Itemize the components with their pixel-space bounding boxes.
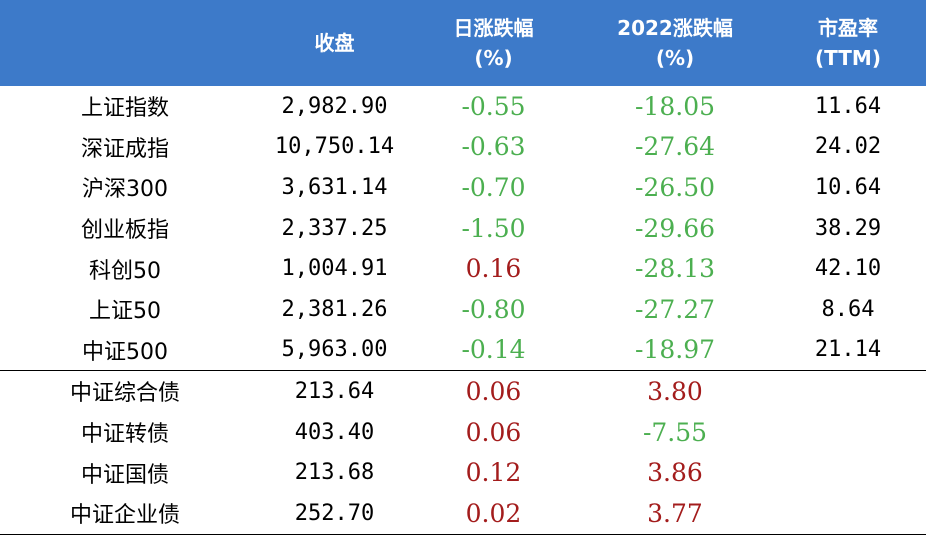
ytd-change-value: -27.27 <box>634 294 716 324</box>
header-daily-change-unit: (%) <box>474 46 513 70</box>
ytd-change-value: -18.05 <box>634 91 716 121</box>
header-pe: 市盈率 (TTM) <box>770 0 926 86</box>
close-value: 2,381.26 <box>281 296 388 322</box>
ytd-change-value: -28.13 <box>634 254 716 284</box>
pe-value: 38.29 <box>814 215 882 241</box>
index-name: 中证转债 <box>80 422 169 448</box>
table-row: 中证国债 213.68 0.12 3.86 <box>0 452 926 493</box>
ytd-change-value: -27.64 <box>634 132 716 162</box>
close-value: 403.40 <box>294 419 375 445</box>
header-pe-unit: (TTM) <box>815 46 881 70</box>
index-name: 中证500 <box>0 329 262 372</box>
close-value: 3,631.14 <box>281 174 388 200</box>
header-name <box>0 0 262 86</box>
close-value: 252.70 <box>262 492 407 535</box>
close-value: 5,963.00 <box>262 329 407 372</box>
pe-value <box>770 412 926 453</box>
index-name: 科创50 <box>89 258 161 284</box>
close-value: 2,337.25 <box>281 215 388 241</box>
daily-change-value: 0.06 <box>465 376 522 406</box>
table-header: 收盘 日涨跌幅 (%) 2022涨跌幅 (%) 市盈率 (TTM) <box>0 0 926 86</box>
header-close: 收盘 <box>262 0 407 86</box>
table-row: 上证指数 2,982.90 -0.55 -18.05 11.64 <box>0 86 926 127</box>
daily-change-value: -0.80 <box>461 294 526 324</box>
daily-change-value: -0.70 <box>461 172 526 202</box>
table-row: 科创50 1,004.91 0.16 -28.13 42.10 <box>0 248 926 289</box>
index-name: 创业板指 <box>80 218 169 244</box>
index-name: 中证国债 <box>80 462 169 488</box>
daily-change-value: -0.63 <box>461 132 526 162</box>
table-row: 中证综合债 213.64 0.06 3.80 <box>0 371 926 412</box>
ytd-change-value: 3.86 <box>647 458 703 488</box>
pe-value: 21.14 <box>770 329 926 372</box>
header-pe-label: 市盈率 <box>818 16 878 40</box>
header-ytd-change-unit: (%) <box>655 46 695 70</box>
table-row: 沪深300 3,631.14 -0.70 -26.50 10.64 <box>0 167 926 208</box>
daily-change-value: 0.12 <box>465 458 522 488</box>
index-name: 中证企业债 <box>0 492 262 535</box>
daily-change-value: 0.16 <box>465 254 522 284</box>
ytd-change-value: -7.55 <box>642 417 708 447</box>
header-ytd-change: 2022涨跌幅 (%) <box>580 0 770 86</box>
index-name: 上证50 <box>89 299 161 325</box>
pe-value: 10.64 <box>814 174 882 200</box>
close-value: 213.68 <box>294 460 375 486</box>
pe-value <box>770 452 926 493</box>
index-name: 中证综合债 <box>69 381 180 407</box>
table-row: 深证成指 10,750.14 -0.63 -27.64 24.02 <box>0 127 926 168</box>
pe-value: 11.64 <box>814 93 882 119</box>
index-name: 沪深300 <box>82 177 168 203</box>
pe-value: 8.64 <box>821 296 875 322</box>
header-daily-change: 日涨跌幅 (%) <box>407 0 580 86</box>
close-value: 2,982.90 <box>281 93 388 119</box>
table-body: 上证指数 2,982.90 -0.55 -18.05 11.64 深证成指 10,750.1… <box>0 86 926 535</box>
index-name: 深证成指 <box>80 136 169 162</box>
header-ytd-change-label: 2022涨跌幅 <box>617 16 733 40</box>
daily-change-value: -1.50 <box>461 213 526 243</box>
close-value: 1,004.91 <box>281 256 388 282</box>
daily-change-value: 0.02 <box>407 492 580 535</box>
table-row: 中证企业债 252.70 0.02 3.77 <box>0 492 926 535</box>
header-daily-change-label: 日涨跌幅 <box>453 16 534 40</box>
ytd-change-value: 3.77 <box>580 492 770 535</box>
pe-value <box>770 371 926 412</box>
table-row: 上证50 2,381.26 -0.80 -27.27 8.64 <box>0 289 926 330</box>
daily-change-value: -0.55 <box>461 91 526 121</box>
table-row: 创业板指 2,337.25 -1.50 -29.66 38.29 <box>0 208 926 249</box>
ytd-change-value: -29.66 <box>634 213 716 243</box>
ytd-change-value: -26.50 <box>634 172 716 202</box>
daily-change-value: -0.14 <box>407 329 580 372</box>
close-value: 10,750.14 <box>274 134 395 160</box>
close-value: 213.64 <box>294 378 375 404</box>
pe-value: 24.02 <box>814 134 882 160</box>
daily-change-value: 0.06 <box>465 417 522 447</box>
pe-value: 42.10 <box>814 256 882 282</box>
pe-value <box>770 492 926 535</box>
market-quotes-table: 收盘 日涨跌幅 (%) 2022涨跌幅 (%) 市盈率 (TTM) 上证指数 2,… <box>0 0 926 535</box>
table-row: 中证转债 403.40 0.06 -7.55 <box>0 412 926 453</box>
header-close-label: 收盘 <box>314 31 355 55</box>
index-name: 上证指数 <box>80 96 169 122</box>
ytd-change-value: 3.80 <box>647 376 703 406</box>
table-row: 中证500 5,963.00 -0.14 -18.97 21.14 <box>0 329 926 372</box>
ytd-change-value: -18.97 <box>580 329 770 372</box>
header-row: 收盘 日涨跌幅 (%) 2022涨跌幅 (%) 市盈率 (TTM) <box>0 0 926 86</box>
